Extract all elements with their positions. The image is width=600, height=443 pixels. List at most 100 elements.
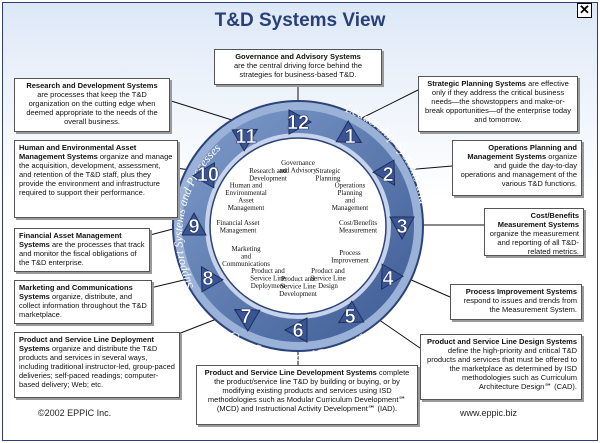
ring-center — [209, 137, 387, 315]
url-link[interactable]: www.eppic.biz — [460, 408, 518, 418]
human-box: Human and Environmental Asset Management… — [14, 140, 178, 218]
inner-label-line: Human and — [230, 181, 263, 189]
strategic-box: Strategic Planning Systems are effective… — [418, 76, 578, 132]
marker-arrow-2 — [372, 159, 396, 187]
inner-label-line: Process — [339, 249, 361, 257]
inner-label-line: Product and — [281, 275, 315, 283]
process-text: respond to issues and trends from the Me… — [463, 296, 577, 314]
inner-label-line: Service Line — [280, 283, 316, 291]
operations-title: Operations Planning and Management Syste… — [467, 143, 577, 161]
marker-arrow-10 — [192, 161, 215, 189]
research-text: are processes that keep the T&D organiza… — [26, 90, 158, 126]
page-title: T&D Systems View — [214, 10, 386, 31]
inner-label-line: and — [345, 196, 356, 204]
financial-text: are the processes that track and monitor… — [19, 240, 145, 267]
close-button[interactable]: ✕ — [577, 2, 592, 18]
marketing-text: organize, distribute, and collect inform… — [19, 292, 147, 319]
operations-box: Operations Planning and Management Syste… — [452, 140, 582, 196]
design-box: Product and Service Line Design Systems … — [420, 334, 582, 400]
inner-label-line: Service Line — [310, 274, 346, 282]
inner-label-line: Operations — [335, 181, 366, 189]
inner-label-line: and Advisory — [279, 166, 317, 174]
inner-label-line: Cost/Benefits — [339, 219, 377, 227]
inner-label-line: and — [241, 253, 252, 261]
inner-label-line: Improvement — [331, 256, 369, 264]
governance-box: Governance and Advisory Systems are the … — [214, 49, 382, 85]
inner-label-line: Deployment — [251, 282, 286, 290]
inner-label-line: Measurement — [339, 226, 377, 234]
inner-label-line: Planning — [338, 189, 363, 197]
marker-number-5: 5 — [344, 306, 355, 328]
marker-arrow-5 — [337, 300, 365, 324]
close-icon: ✕ — [579, 2, 590, 17]
marker-number-4: 4 — [383, 268, 395, 290]
marker-number-2: 2 — [383, 164, 394, 186]
inner-label-line: Product and — [251, 267, 285, 275]
marker-arrow-8 — [200, 265, 224, 293]
marker-arrow-3 — [389, 216, 415, 241]
governance-text: are the central driving force behind the… — [234, 61, 362, 79]
inner-label-line: Governance — [281, 159, 315, 167]
financial-box: Financial Asset Management Systems are t… — [14, 228, 150, 272]
marker-arrow-4 — [381, 263, 404, 291]
strategic-title: Strategic Planning Systems — [427, 79, 526, 88]
marker-number-12: 12 — [287, 112, 309, 134]
marker-arrow-6 — [283, 317, 308, 343]
marker-arrow-1 — [335, 120, 363, 143]
inner-label-line: Management — [332, 204, 369, 212]
marker-number-1: 1 — [344, 126, 355, 148]
marker-number-11: 11 — [235, 126, 256, 148]
design-title: Product and Service Line Design Systems — [426, 337, 577, 346]
marker-arrow-9 — [181, 211, 207, 236]
inner-label-line: Development — [279, 290, 317, 298]
development-box: Product and Service Line Development Sys… — [196, 365, 418, 425]
marker-number-7: 7 — [240, 306, 251, 328]
marker-number-6: 6 — [292, 320, 303, 342]
cost-box: Cost/Benefits Measurement Systems organi… — [484, 208, 584, 256]
marker-arrow-7 — [233, 309, 261, 332]
strategic-text: are effective only if they address the c… — [425, 79, 571, 124]
copyright-text: ©2002 EPPIC Inc. — [38, 408, 112, 418]
marker-number-9: 9 — [188, 216, 199, 238]
marker-number-10: 10 — [197, 164, 219, 186]
process-title: Process Improvement Systems — [465, 287, 577, 296]
marketing-box: Marketing and Communications Systems org… — [14, 280, 152, 324]
governance-title: Governance and Advisory Systems — [235, 52, 361, 61]
inner-label-line: Strategic — [316, 167, 341, 175]
development-title: Product and Service Line Development Sys… — [204, 368, 377, 377]
inner-label-line: Marketing — [231, 245, 261, 253]
process-box: Process Improvement Systems respond to i… — [450, 284, 582, 320]
cost-title: Cost/Benefits Measurement Systems — [497, 211, 579, 229]
inner-label-line: Environmental — [225, 189, 267, 197]
marketing-title: Marketing and Communications Systems — [19, 283, 133, 301]
inner-label-line: Service Line — [250, 274, 286, 282]
human-text: organize and manage the acquisition, dev… — [19, 152, 173, 197]
human-title: Human and Environmental Asset Management… — [19, 143, 137, 161]
inner-label-line: Financial Asset — [217, 219, 260, 227]
financial-title: Financial Asset Management Systems — [19, 231, 122, 249]
inner-label-line: Planning — [316, 174, 341, 182]
marker-arrow-12 — [288, 109, 313, 135]
inner-label-line: Communications — [222, 260, 270, 268]
development-text: complete the product/service line T&D by… — [207, 368, 410, 413]
marker-number-8: 8 — [202, 268, 213, 290]
marker-number-3: 3 — [396, 216, 407, 238]
design-text: define the high-priority and critical T&… — [427, 346, 577, 391]
operations-text: organize and guide the day-to-day operat… — [460, 152, 577, 188]
inner-label-line: Management — [228, 204, 265, 212]
research-title: Research and Development Systems — [26, 81, 158, 90]
marker-arrow-11 — [231, 128, 259, 152]
deployment-box: Product and Service Line Deployment Syst… — [14, 332, 180, 398]
